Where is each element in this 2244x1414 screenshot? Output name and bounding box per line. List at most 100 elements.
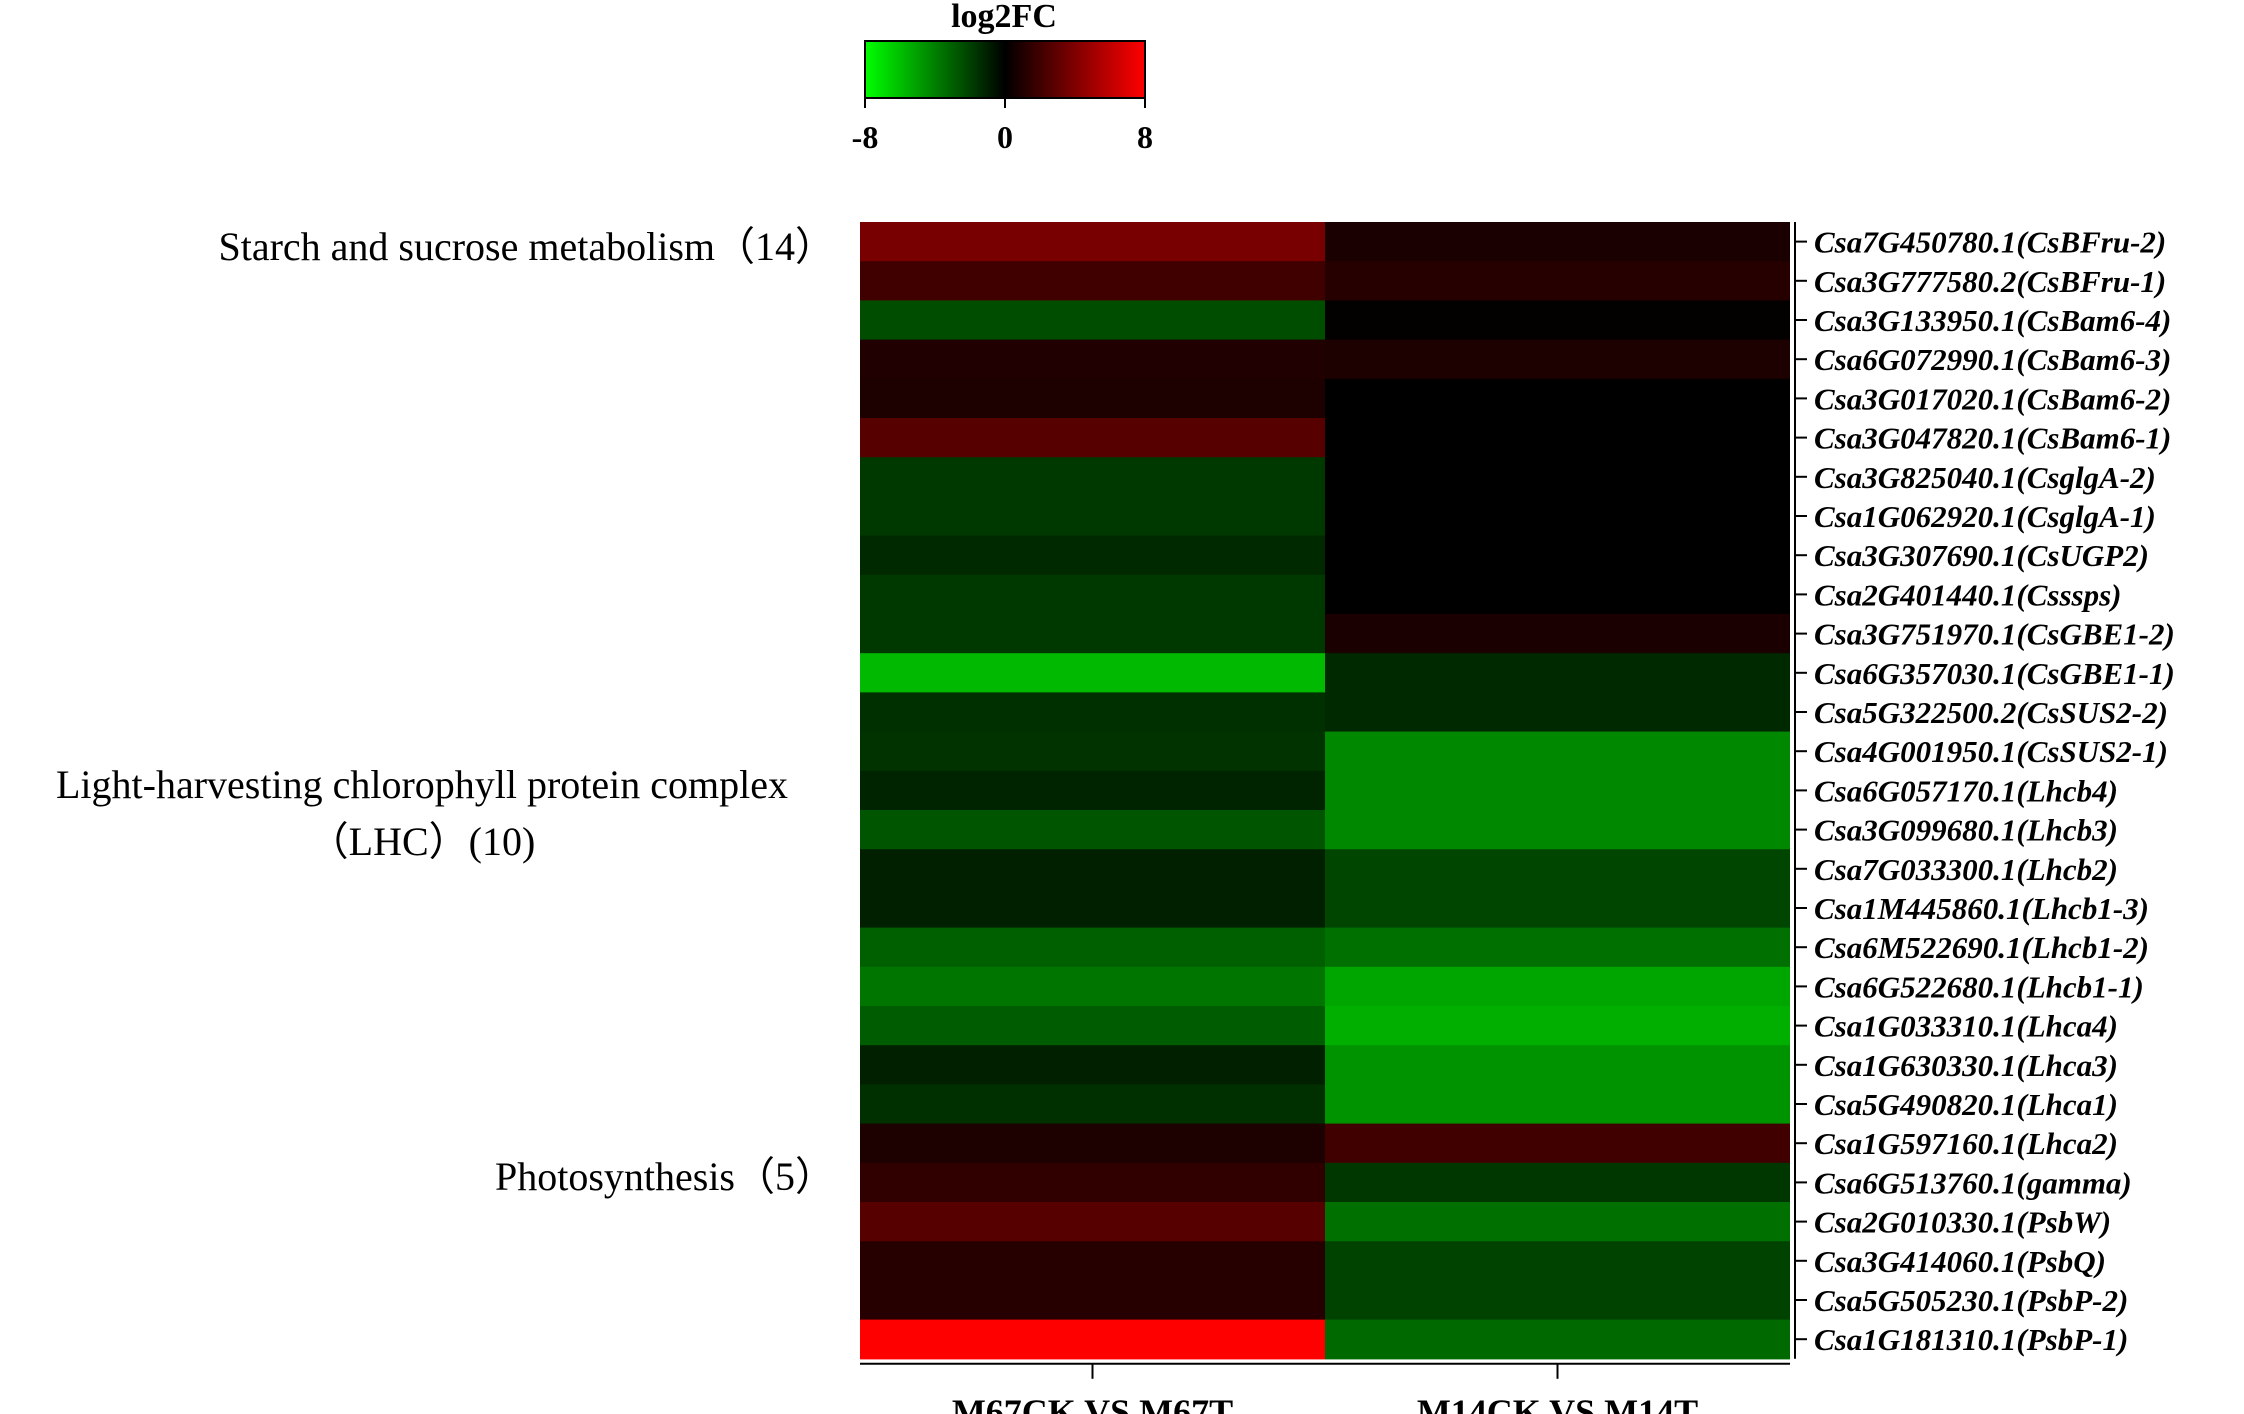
heatmap-cell [860, 1202, 1325, 1242]
heatmap-cell [860, 1241, 1325, 1281]
heatmap-cell [860, 574, 1325, 615]
heatmap-cell [1325, 731, 1790, 772]
gene-label: Csa2G401440.1(Csssps) [1814, 577, 2121, 612]
gene-label: Csa6G522680.1(Lhcb1-1) [1814, 969, 2144, 1004]
gene-label: Csa4G001950.1(CsSUS2-1) [1814, 734, 2168, 769]
gene-labels: Csa7G450780.1(CsBFru-2) Csa3G777580.2(CsB… [1814, 225, 2175, 1358]
heatmap-cell [860, 535, 1325, 576]
heatmap-cell [1325, 574, 1790, 615]
heatmap-cell [860, 418, 1325, 458]
heatmap-cell [860, 731, 1325, 772]
gene-label: Csa6G513760.1(gamma) [1814, 1165, 2132, 1200]
gene-label: Csa1M445860.1(Lhcb1-3) [1814, 891, 2149, 926]
legend-tick-label: -8 [852, 119, 879, 155]
heatmap-cell [1325, 1084, 1790, 1125]
heatmap-cell [860, 692, 1325, 733]
heatmap-cell [860, 261, 1325, 301]
heatmap-cell [860, 339, 1325, 380]
heatmap-cell [1325, 1006, 1790, 1046]
heatmap-cell [1325, 1045, 1790, 1085]
gene-label: Csa3G047820.1(CsBam6-1) [1814, 421, 2171, 456]
comparison-label: M67CK VS M67T [952, 1392, 1233, 1414]
heatmap-cell [1325, 535, 1790, 576]
heatmap-cell [860, 1319, 1325, 1360]
gene-label: Csa1G062920.1(CsglgA-1) [1814, 499, 2156, 534]
heatmap-cell [860, 888, 1325, 929]
heatmap-cell [860, 222, 1325, 262]
gene-label: Csa5G490820.1(Lhca1) [1814, 1087, 2118, 1122]
heatmap-cell [1325, 614, 1790, 654]
heatmap-cell [860, 1162, 1325, 1203]
gene-label: Csa3G825040.1(CsglgA-2) [1814, 460, 2156, 495]
heatmap-axes [860, 222, 1807, 1379]
comparison-labels: M67CK VS M67T M14CK VS M14T [952, 1392, 1698, 1414]
heatmap-cell [1325, 300, 1790, 341]
gene-label: Csa5G322500.2(CsSUS2-2) [1814, 695, 2168, 730]
heatmap-cell [860, 1006, 1325, 1046]
heatmap-cell [1325, 810, 1790, 850]
heatmap-cell [1325, 418, 1790, 458]
legend-ticks: -8 0 8 [852, 98, 1153, 155]
heatmap-cell [1325, 692, 1790, 733]
heatmap-cell [1325, 457, 1790, 497]
heatmap-cell [1325, 966, 1790, 1007]
heatmap-cell [1325, 1280, 1790, 1321]
heatmap-cell [1325, 496, 1790, 537]
group-label-starch: Starch and sucrose metabolism（14） [218, 224, 835, 269]
gene-label: Csa2G010330.1(PsbW) [1814, 1205, 2111, 1240]
heatmap-cell [1325, 927, 1790, 968]
heatmap-cells [860, 222, 1790, 1360]
heatmap-cell [860, 1280, 1325, 1321]
comparison-label: M14CK VS M14T [1417, 1392, 1698, 1414]
heatmap-cell [860, 770, 1325, 811]
gene-label: Csa1G597160.1(Lhca2) [1814, 1126, 2118, 1161]
legend-title: log2FC [951, 0, 1057, 35]
heatmap-cell [860, 653, 1325, 693]
heatmap-cell [860, 457, 1325, 497]
gene-label: Csa3G099680.1(Lhcb3) [1814, 813, 2118, 848]
heatmap-cell [1325, 888, 1790, 929]
heatmap-cell [860, 378, 1325, 419]
heatmap-cell [860, 927, 1325, 968]
gene-label: Csa6G057170.1(Lhcb4) [1814, 773, 2118, 808]
group-label-lhc-line2: （LHC）(10) [309, 819, 536, 864]
gene-label: Csa5G505230.1(PsbP-2) [1814, 1283, 2128, 1318]
heatmap-cell [860, 614, 1325, 654]
gene-label: Csa1G181310.1(PsbP-1) [1814, 1322, 2128, 1357]
heatmap-cell [860, 1084, 1325, 1125]
heatmap-cell [860, 300, 1325, 341]
heatmap-cell [1325, 770, 1790, 811]
heatmap-cell [860, 849, 1325, 889]
heatmap-cell [1325, 1241, 1790, 1281]
gene-label: Csa3G777580.2(CsBFru-1) [1814, 264, 2166, 299]
heatmap-cell [860, 1045, 1325, 1085]
group-label-lhc-line1: Light-harvesting chlorophyll protein com… [56, 762, 788, 807]
heatmap-cell [1325, 1319, 1790, 1360]
gene-label: Csa6M522690.1(Lhcb1-2) [1814, 930, 2149, 965]
gene-label: Csa6G357030.1(CsGBE1-1) [1814, 656, 2175, 691]
heatmap-cell [1325, 339, 1790, 380]
legend-tick-label: 8 [1137, 119, 1153, 155]
gene-label: Csa1G630330.1(Lhca3) [1814, 1048, 2118, 1083]
heatmap-cell [1325, 1162, 1790, 1203]
gene-label: Csa3G751970.1(CsGBE1-2) [1814, 617, 2175, 652]
gene-label: Csa1G033310.1(Lhca4) [1814, 1009, 2118, 1044]
heatmap-cell [1325, 222, 1790, 262]
heatmap-cell [860, 1123, 1325, 1164]
gene-label: Csa3G414060.1(PsbQ) [1814, 1244, 2106, 1279]
group-label-photosynthesis: Photosynthesis（5） [495, 1154, 835, 1199]
gene-label: Csa3G017020.1(CsBam6-2) [1814, 381, 2171, 416]
heatmap-cell [1325, 849, 1790, 889]
heatmap-cell [860, 966, 1325, 1007]
heatmap-cell [1325, 378, 1790, 419]
gene-label: Csa7G450780.1(CsBFru-2) [1814, 225, 2166, 260]
gene-label: Csa3G133950.1(CsBam6-4) [1814, 303, 2171, 338]
heatmap-cell [1325, 1123, 1790, 1164]
legend-tick-label: 0 [997, 119, 1013, 155]
gene-label: Csa3G307690.1(CsUGP2) [1814, 538, 2149, 573]
color-legend: log2FC -8 0 8 [852, 0, 1153, 155]
heatmap-cell [1325, 1202, 1790, 1242]
pathway-group-labels: Starch and sucrose metabolism（14） Light-… [56, 224, 835, 1199]
gene-label: Csa7G033300.1(Lhcb2) [1814, 852, 2118, 887]
